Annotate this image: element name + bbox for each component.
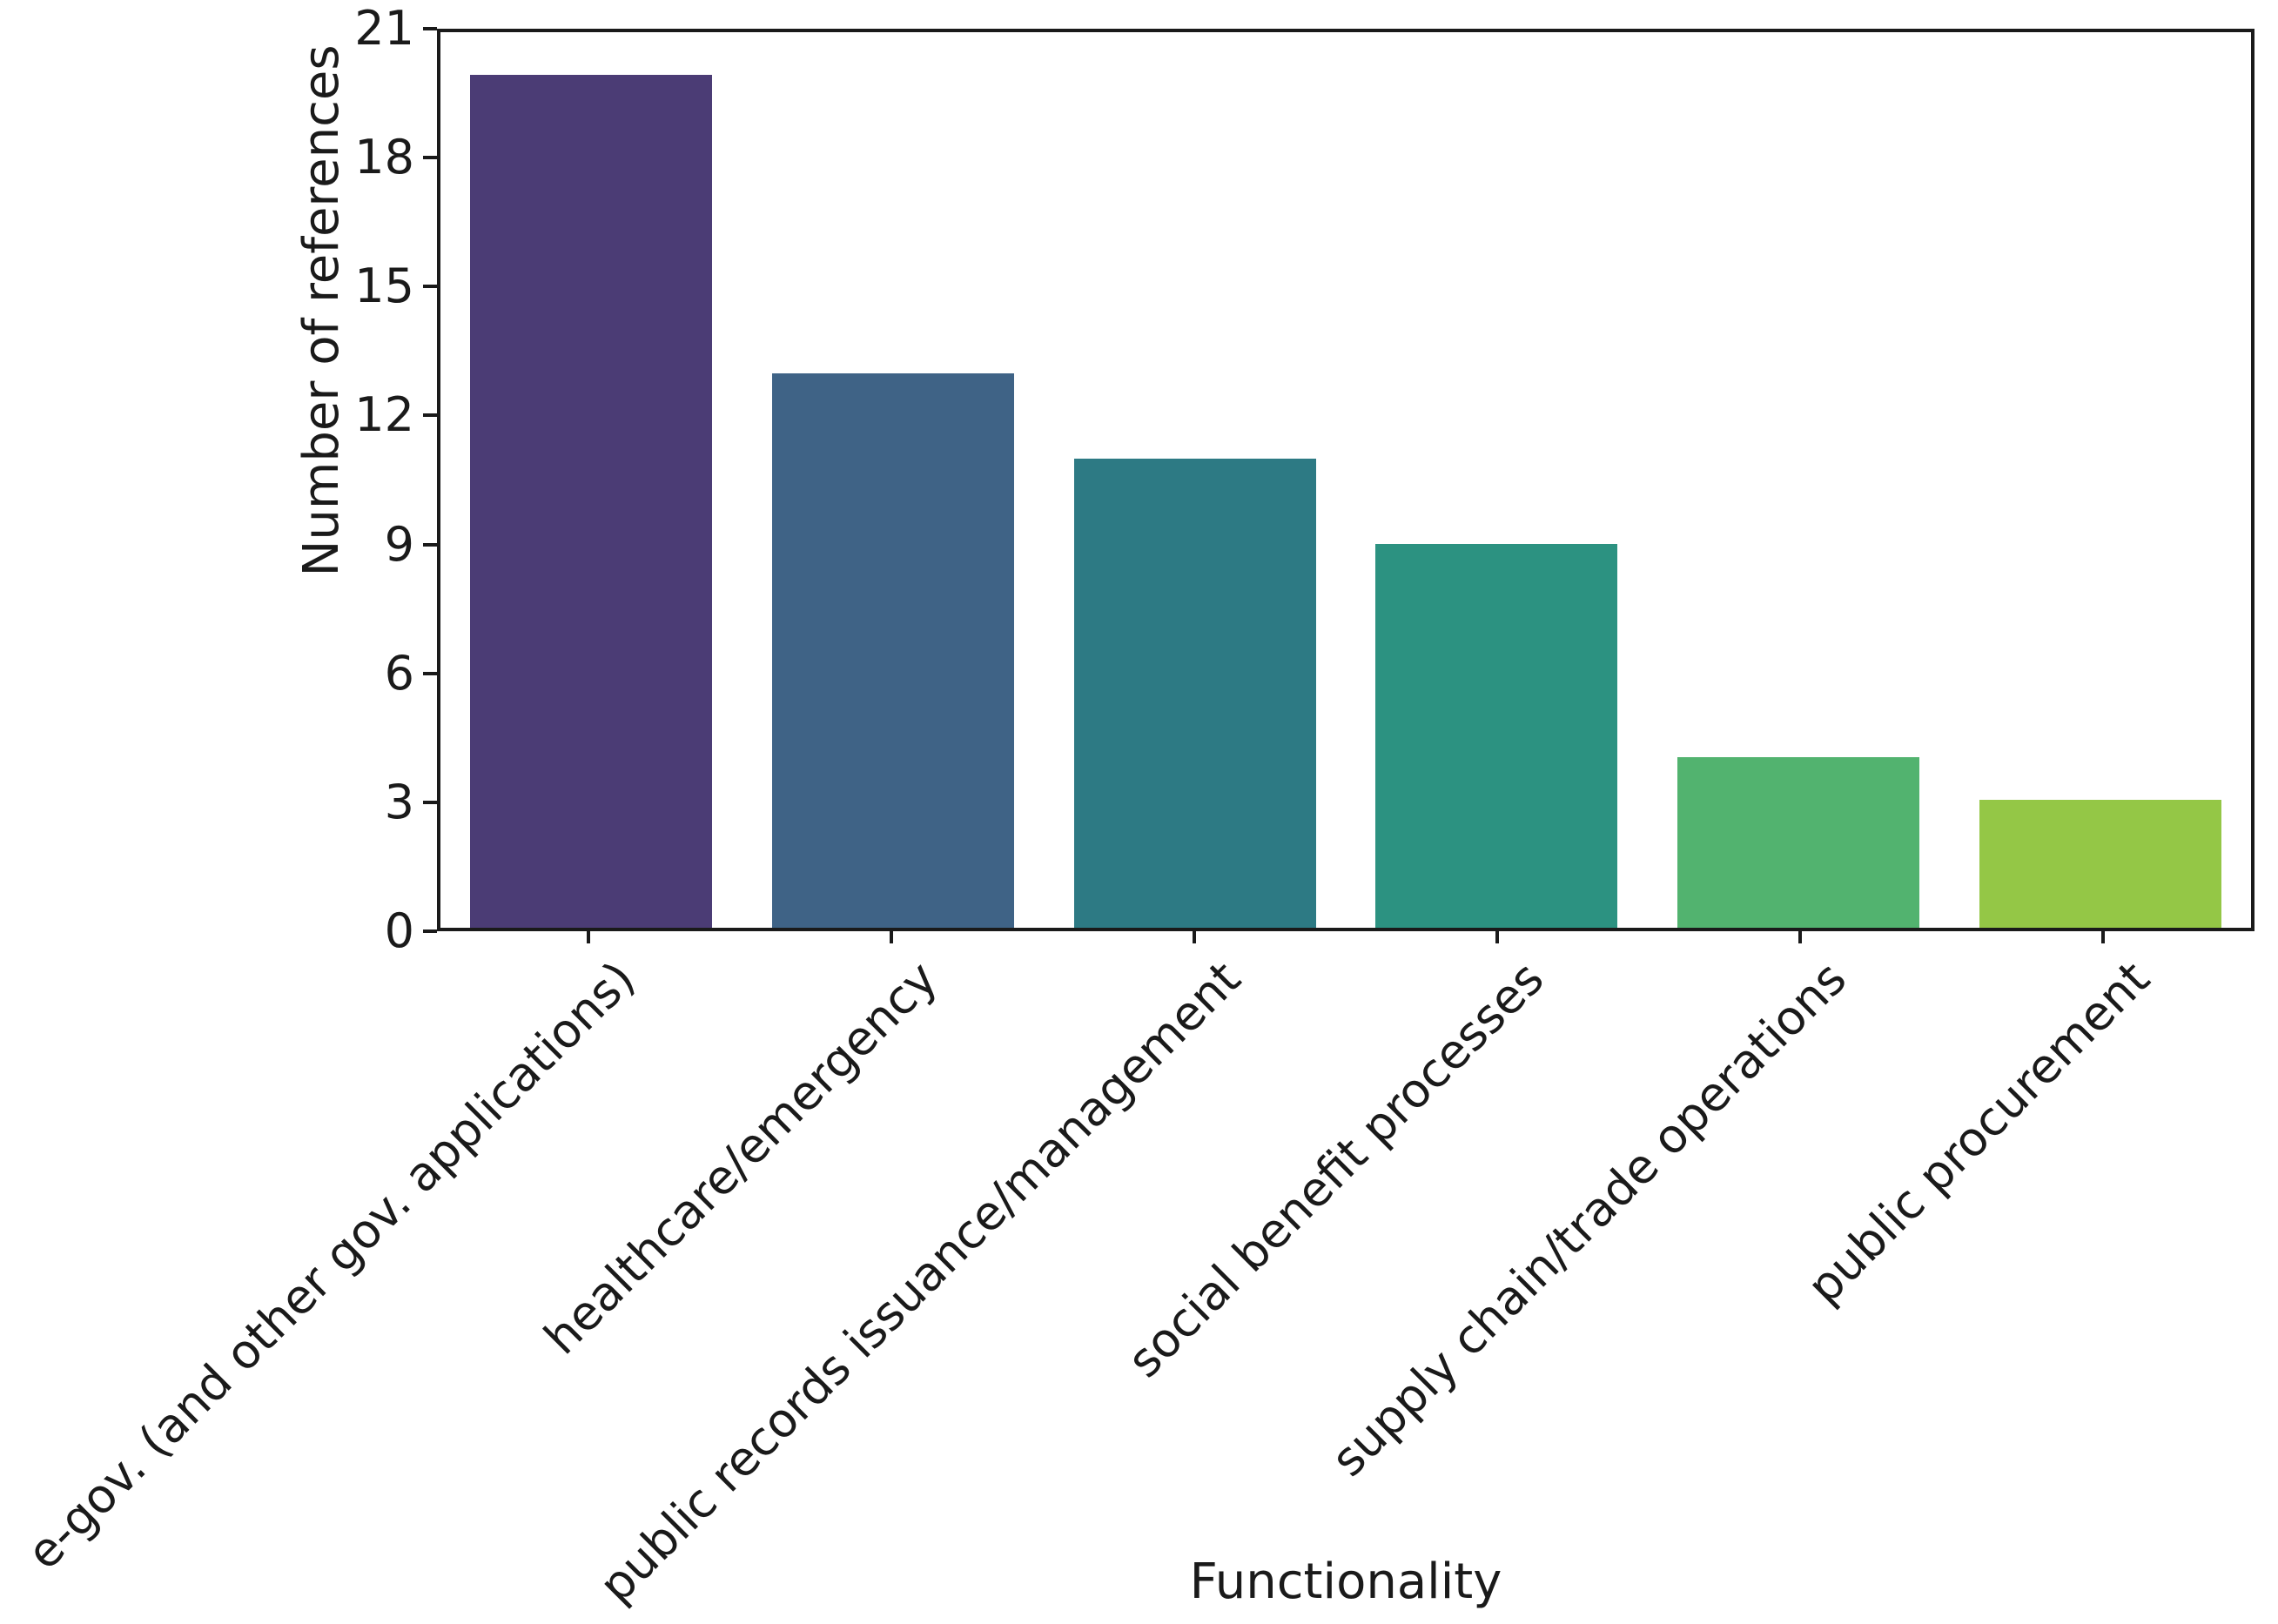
- x-axis-tick: [2101, 929, 2105, 943]
- x-axis-tick: [890, 929, 893, 943]
- y-axis-tick: [423, 27, 437, 30]
- y-axis-tick: [423, 542, 437, 547]
- x-axis-tick: [1798, 929, 1802, 943]
- y-axis-tick: [423, 156, 437, 160]
- y-axis-tick: [423, 800, 437, 804]
- bar-6: [1979, 800, 2221, 928]
- y-axis-tick: [423, 413, 437, 418]
- x-axis-tick: [1193, 929, 1196, 943]
- x-tick-label: e-gov. (and other gov. applications): [16, 950, 646, 1580]
- bar-2: [772, 373, 1014, 928]
- bar-4: [1375, 544, 1618, 928]
- y-tick-label: 15: [354, 258, 414, 314]
- bar-5: [1677, 757, 1919, 928]
- y-tick-label: 6: [384, 645, 414, 701]
- y-axis-tick: [423, 671, 437, 675]
- y-tick-label: 0: [384, 903, 414, 958]
- x-axis-tick: [587, 929, 590, 943]
- y-tick-label: 21: [354, 1, 414, 56]
- y-axis-tick: [423, 285, 437, 289]
- y-axis-tick: [423, 929, 437, 933]
- bar-1: [470, 75, 713, 928]
- plot-area: [437, 29, 2254, 931]
- x-tick-label: public records issuance/management: [588, 950, 1252, 1614]
- x-tick-label: public procurement: [1796, 950, 2160, 1315]
- x-tick-label: supply chain/trade operations: [1320, 950, 1858, 1487]
- y-tick-label: 12: [354, 387, 414, 443]
- x-axis-tick: [1495, 929, 1499, 943]
- bar-3: [1073, 459, 1316, 928]
- y-tick-label: 9: [384, 516, 414, 572]
- y-tick-label: 3: [384, 774, 414, 829]
- x-axis-label: Functionality: [1189, 1554, 1502, 1610]
- y-tick-label: 18: [354, 130, 414, 185]
